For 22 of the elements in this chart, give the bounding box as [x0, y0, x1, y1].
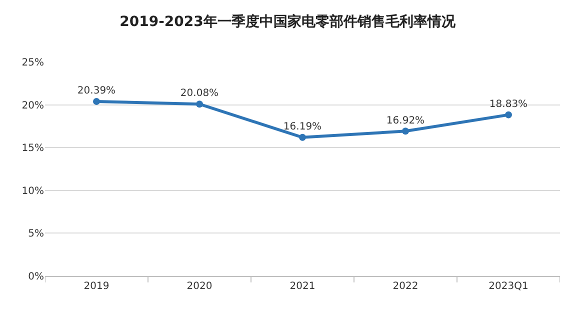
y-tick-label: 10% — [22, 186, 44, 197]
x-tick-label: 2023Q1 — [488, 281, 528, 292]
y-tick-label: 5% — [28, 228, 44, 240]
point — [402, 128, 409, 135]
x-tick-label: 2019 — [84, 281, 110, 292]
text: 16.92% — [386, 115, 425, 126]
y-tick-label: 0% — [28, 272, 44, 282]
x-tick-label: 2022 — [392, 281, 418, 292]
point — [299, 134, 306, 141]
text: 18.83% — [489, 98, 528, 110]
chart-title: 2019-2023年一季度中国家电零部件销售毛利率情况 — [120, 13, 456, 30]
point — [93, 98, 100, 105]
text: 20.08% — [180, 88, 219, 100]
point — [196, 100, 203, 108]
text: 16.19% — [283, 122, 322, 133]
y-tick-label: 15% — [22, 143, 44, 154]
text: 20.39% — [77, 86, 116, 97]
x-tick-label: 2021 — [290, 281, 316, 292]
y-tick-label: 25% — [22, 58, 44, 68]
point — [505, 111, 512, 118]
x-tick-label: 2020 — [186, 281, 212, 292]
y-tick-label: 20% — [22, 100, 44, 112]
